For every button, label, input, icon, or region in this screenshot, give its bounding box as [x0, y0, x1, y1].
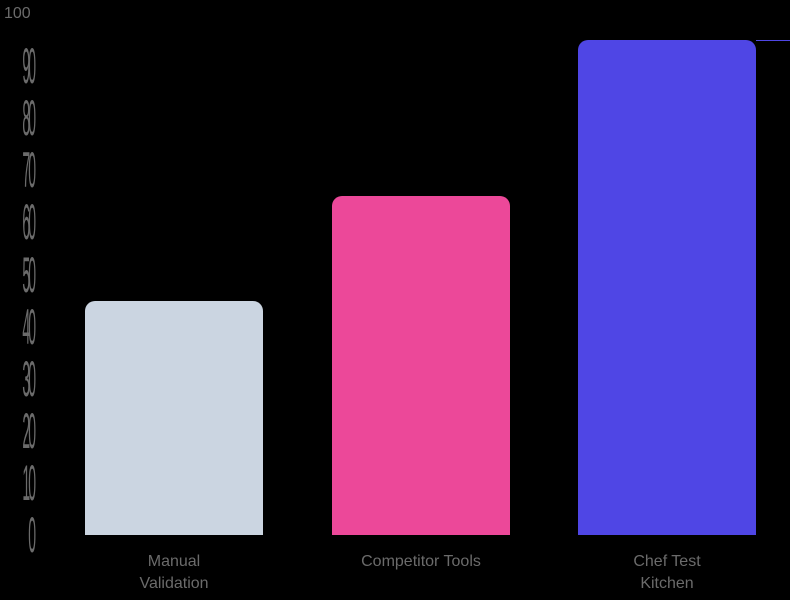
x-tick-label: Manual Validation [139, 553, 209, 592]
y-tick-label: 90 [22, 36, 36, 94]
y-tick-label: 40 [22, 296, 36, 355]
y-tick-label: 100 [4, 5, 31, 22]
bar-manual-validation [85, 300, 263, 535]
x-tick-label: Chef Test Kitchen [633, 553, 701, 592]
y-tick-label: 10 [22, 453, 36, 511]
y-tick-label: 50 [22, 244, 36, 303]
y-tick-label: 0 [28, 505, 36, 563]
y-tick-label: 80 [22, 88, 36, 146]
y-tick-label: 20 [22, 400, 36, 459]
reference-line [756, 40, 790, 42]
y-tick-label: 70 [22, 140, 36, 199]
y-tick-label: 30 [22, 348, 36, 407]
x-tick-label: Competitor Tools [361, 553, 481, 570]
y-tick-label: 60 [22, 192, 36, 251]
bar-chef-test-kitchen [578, 40, 756, 535]
bar-competitor-tools [332, 196, 510, 535]
